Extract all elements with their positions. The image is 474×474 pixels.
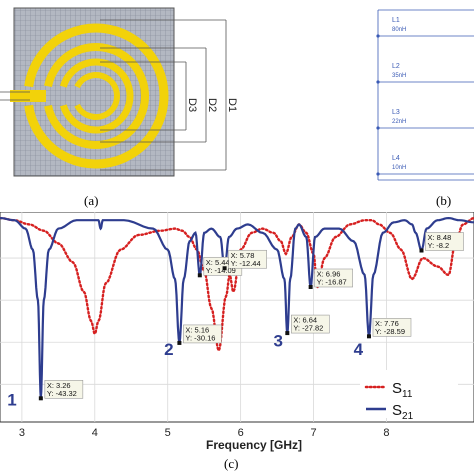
s-parameter-plot: X: 3.26Y: -43.32X: 5.16Y: -30.16X: 5.44Y…: [0, 211, 474, 452]
datatip-x: X: 3.26: [47, 381, 71, 390]
x-tick-label: 5: [165, 427, 171, 439]
inductor-name: L4: [392, 155, 400, 162]
datatip[interactable]: X: 5.78Y: -12.44: [222, 249, 267, 271]
dimension-lines: [0, 19, 227, 171]
dim-label-d1: D1: [226, 98, 238, 112]
datatip-y: Y: -43.32: [47, 389, 77, 398]
inductor-l1: L1 80nH: [376, 17, 474, 38]
inductor-name: L1: [392, 17, 400, 24]
inductor-name: L3: [392, 109, 400, 116]
inductor-l3: L3 22nH: [376, 109, 474, 130]
dim-label-d3: D3: [186, 98, 198, 112]
datatip-x: X: 5.16: [185, 325, 209, 334]
legend-entry-s11: S11: [392, 380, 413, 400]
datatip-x: X: 7.76: [375, 319, 399, 328]
datatips: X: 3.26Y: -43.32X: 5.16Y: -30.16X: 5.44Y…: [38, 232, 464, 401]
x-tick-label: 6: [238, 427, 244, 439]
dim-label-d2: D2: [206, 98, 218, 112]
inductor-value: 80nH: [392, 27, 406, 33]
panel-c-label: (c): [224, 456, 239, 471]
x-tick-label: 8: [383, 427, 389, 439]
x-axis-title: Frequency [GHz]: [206, 438, 302, 452]
datatip[interactable]: X: 7.76Y: -28.59: [366, 318, 412, 339]
resonance-labels: 1 2 3 4: [7, 331, 363, 409]
legend: S11 S21: [360, 370, 458, 422]
datatip[interactable]: X: 3.26Y: -43.32: [38, 380, 84, 401]
datatip-y: Y: -16.87: [317, 277, 347, 286]
resonance-label: 4: [354, 340, 364, 359]
s21-series: [0, 216, 474, 399]
datatip[interactable]: X: 8.48Y: -8.2: [419, 232, 464, 253]
panel-b-label: (b): [436, 193, 452, 208]
datatip-y: Y: -8.2: [427, 241, 449, 250]
series-line-s11: [0, 216, 474, 355]
inductor-name: L2: [392, 63, 400, 70]
legend-entry-s21: S21: [392, 402, 414, 422]
datatip-x: X: 6.96: [317, 269, 341, 278]
antenna-layout-panel: D3 D2 D1: [0, 0, 240, 190]
inductor-value: 22nH: [392, 119, 406, 125]
datatip-y: Y: -27.82: [293, 324, 323, 333]
datatip[interactable]: X: 6.96Y: -16.87: [308, 268, 353, 289]
feed-line: [10, 90, 46, 102]
ring-1: [24, 23, 169, 169]
ring-3: [59, 58, 134, 134]
circuit-panel: L1 80nH L2 35nH L3 22nH L4 10nH: [370, 0, 474, 190]
inductor-value: 35nH: [392, 73, 406, 79]
inductor-l4: L4 10nH: [376, 155, 474, 176]
ring-4: [74, 72, 120, 120]
series-line-s21: [0, 216, 474, 399]
x-tick-label: 7: [311, 427, 317, 439]
antenna-layout-figure: D3 D2 D1: [0, 7, 238, 177]
resonance-label: 3: [273, 331, 282, 350]
resonance-label: 2: [164, 340, 173, 359]
datatip-x: X: 5.78: [231, 251, 255, 260]
ring-2: [44, 43, 149, 149]
inductor-l2: L2 35nH: [376, 63, 474, 84]
resonance-label: 1: [7, 390, 16, 409]
inductor-value: 10nH: [392, 165, 406, 171]
datatip-y: Y: -28.59: [375, 327, 405, 336]
datatip[interactable]: X: 5.16Y: -30.16: [177, 324, 222, 345]
datatip-x: X: 5.44: [206, 258, 230, 267]
x-tick-labels: 3 4 5 6 7 8: [19, 427, 390, 439]
equivalent-circuit-figure: L1 80nH L2 35nH L3 22nH L4 10nH: [376, 9, 474, 181]
x-tick-label: 4: [92, 427, 98, 439]
s-parameter-chart: X: 3.26 Y: -43.32 X: 5.16 Y: -30.16 X: 5.44 Y…: [0, 211, 474, 456]
datatip-x: X: 6.64: [293, 316, 317, 325]
datatip-y: Y: -14.09: [206, 266, 236, 275]
s11-series: [0, 216, 474, 355]
split-ring-resonators: [10, 23, 169, 169]
datatip-y: Y: -30.16: [185, 333, 215, 342]
panel-a-label: (a): [84, 193, 99, 208]
datatip[interactable]: X: 6.64Y: -27.82: [285, 314, 330, 336]
x-tick-label: 3: [19, 427, 25, 439]
datatip-y: Y: -12.44: [231, 259, 261, 268]
datatip-x: X: 8.48: [427, 233, 451, 242]
